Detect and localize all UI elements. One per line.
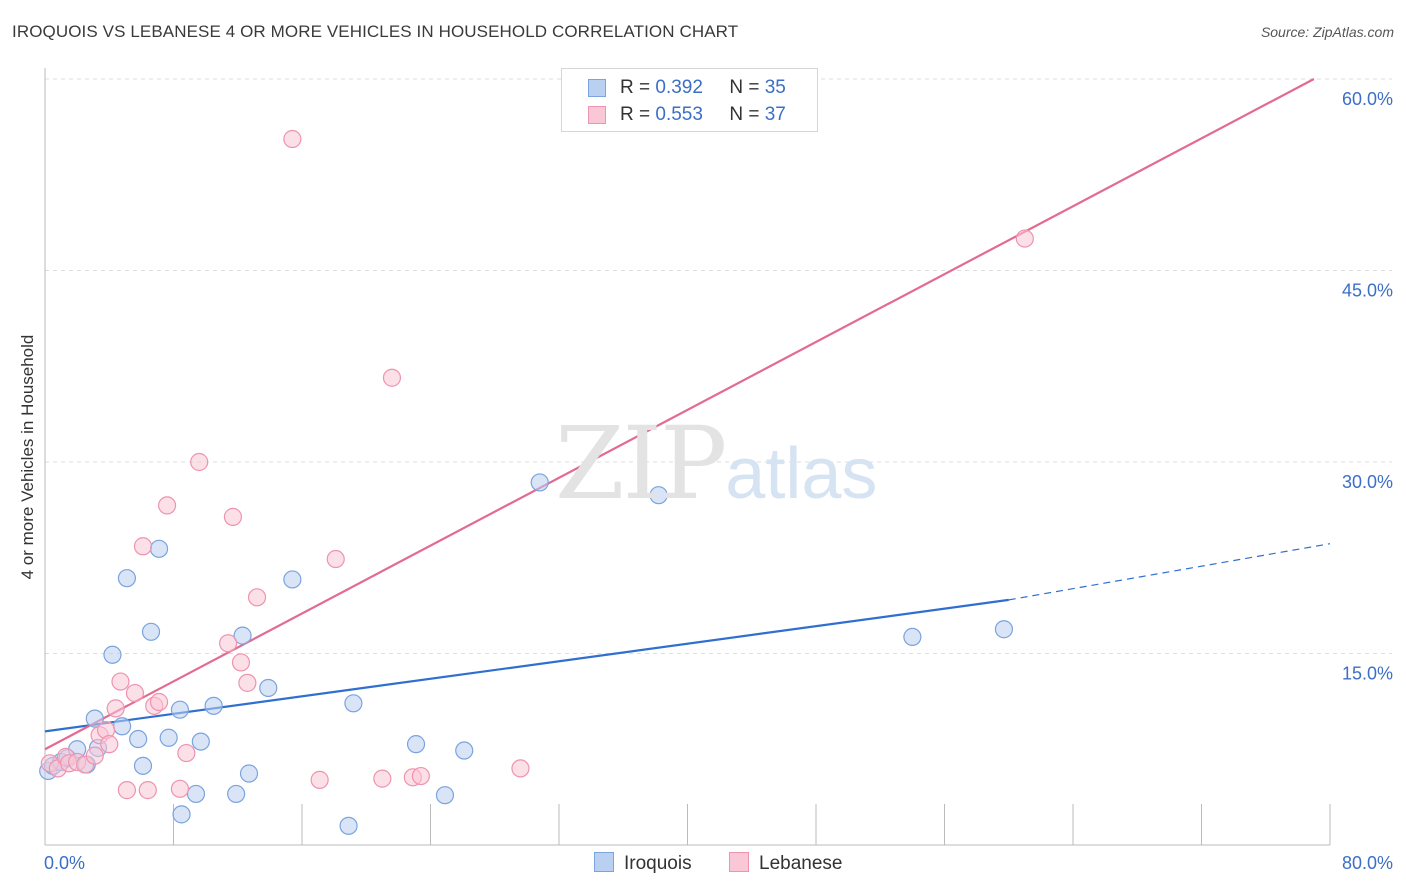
iroquois-legend-label: Iroquois xyxy=(624,853,692,874)
iroquois-point xyxy=(159,728,178,747)
iroquois-point xyxy=(172,805,191,824)
legend-n-value: 35 xyxy=(764,77,786,98)
bottom-legend-lebanese: Lebanese xyxy=(729,852,842,875)
iroquois-point xyxy=(186,784,206,804)
lebanese-legend-swatch xyxy=(729,852,749,872)
x-tick-label: 0.0% xyxy=(44,853,85,873)
iroquois-point xyxy=(204,696,223,715)
iroquois-point xyxy=(233,626,252,645)
legend-n-value: 37 xyxy=(764,104,786,125)
lebanese-point xyxy=(85,746,104,765)
iroquois-point xyxy=(117,569,137,588)
lebanese-point xyxy=(238,673,257,692)
lebanese-point xyxy=(138,781,157,800)
watermark: ZIPatlas xyxy=(555,405,877,522)
lebanese-point xyxy=(149,692,169,712)
lebanese-point xyxy=(157,496,177,515)
iroquois-point xyxy=(994,620,1014,639)
iroquois-trend-extension xyxy=(1008,543,1331,601)
iroquois-point xyxy=(112,717,132,736)
lebanese-point xyxy=(133,537,153,556)
watermark-zip: ZIP xyxy=(555,405,727,522)
lebanese-point xyxy=(170,779,190,798)
iroquois-point xyxy=(530,473,549,492)
iroquois-swatch xyxy=(588,79,606,97)
watermark-atlas: atlas xyxy=(725,434,878,514)
x-tick-label: 80.0% xyxy=(1342,853,1393,873)
lebanese-point xyxy=(111,672,130,691)
lebanese-point xyxy=(411,766,430,786)
lebanese-point xyxy=(231,653,251,672)
grid-lines xyxy=(45,78,1392,654)
lebanese-point xyxy=(382,368,402,387)
iroquois-point xyxy=(170,700,190,719)
iroquois-point xyxy=(435,786,455,805)
legend-n-label: N = xyxy=(729,77,760,98)
chart-title: IROQUOIS VS LEBANESE 4 OR MORE VEHICLES … xyxy=(12,22,739,41)
lebanese-point xyxy=(373,769,392,788)
iroquois-point xyxy=(339,816,358,835)
lebanese-legend-label: Lebanese xyxy=(759,853,843,874)
legend-n-label: N = xyxy=(729,104,760,125)
data-points xyxy=(39,68,1034,835)
iroquois-point xyxy=(149,539,169,558)
lebanese-point xyxy=(219,634,238,653)
lebanese-point xyxy=(283,129,302,149)
source-label: Source: ZipAtlas.com xyxy=(1260,24,1394,40)
y-axis-label: 4 or more Vehicles in Household xyxy=(18,334,37,580)
legend-r-value: 0.553 xyxy=(655,104,703,125)
legend-r-label: R = xyxy=(620,104,651,125)
y-tick-label: 45.0% xyxy=(1342,281,1393,301)
iroquois-point xyxy=(239,764,259,783)
lebanese-point xyxy=(117,781,137,800)
lebanese-point xyxy=(125,683,145,703)
iroquois-point xyxy=(129,729,148,749)
iroquois-point xyxy=(649,486,668,505)
iroquois-point xyxy=(191,732,210,751)
correlation-legend: R = 0.392 N = 35 R = 0.553 N = 37 xyxy=(561,68,818,132)
lebanese-point xyxy=(310,770,329,789)
lebanese-point xyxy=(223,507,243,526)
lebanese-point xyxy=(511,759,530,778)
iroquois-point xyxy=(455,741,474,760)
iroquois-point xyxy=(406,735,426,754)
iroquois-trend-line xyxy=(44,598,1009,733)
y-tick-label: 15.0% xyxy=(1342,664,1393,684)
y-tick-label: 30.0% xyxy=(1342,472,1393,492)
iroquois-point xyxy=(903,627,922,647)
iroquois-point xyxy=(103,645,122,664)
iroquois-legend-swatch xyxy=(594,852,614,872)
lebanese-point xyxy=(190,452,209,472)
lebanese-point xyxy=(1015,229,1034,248)
iroquois-point xyxy=(283,570,302,589)
y-tick-label: 60.0% xyxy=(1342,89,1393,109)
tick-labels: 15.0% 30.0% 45.0% 60.0% 0.0% 80.0% xyxy=(44,89,1393,873)
iroquois-point xyxy=(344,694,363,713)
iroquois-point xyxy=(133,756,153,775)
lebanese-point xyxy=(326,549,345,569)
bottom-legend-iroquois: Iroquois xyxy=(594,852,692,875)
lebanese-trend-line xyxy=(44,78,1315,751)
iroquois-point xyxy=(227,784,246,804)
lebanese-point xyxy=(106,699,125,718)
iroquois-point xyxy=(141,622,161,641)
legend-r-value: 0.392 xyxy=(655,77,703,98)
axes xyxy=(44,68,1331,846)
lebanese-point xyxy=(100,735,119,754)
lebanese-point xyxy=(177,743,196,763)
iroquois-point xyxy=(259,678,278,698)
iroquois-point xyxy=(85,709,104,728)
lebanese-swatch xyxy=(588,106,606,124)
legend-r-label: R = xyxy=(620,77,651,98)
lebanese-point xyxy=(247,588,267,607)
